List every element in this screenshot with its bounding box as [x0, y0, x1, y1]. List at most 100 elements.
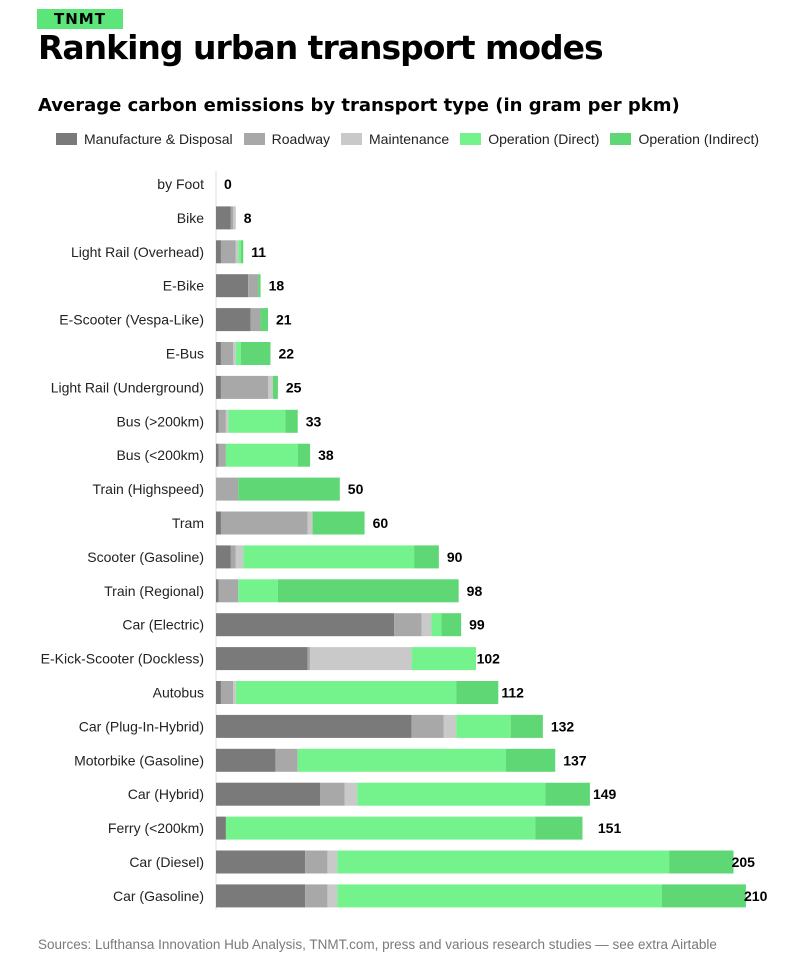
category-label: Light Rail (Overhead)	[71, 244, 204, 260]
value-label: 132	[551, 718, 575, 734]
bar-segment-manufacture-disposal	[216, 714, 412, 738]
value-label: 102	[477, 651, 501, 667]
legend-swatch-op-indirect	[610, 133, 632, 145]
value-label: 11	[251, 244, 266, 260]
bar-segment-manufacture-disposal	[216, 782, 320, 806]
bar-segment-operation-direct	[431, 613, 442, 637]
chart-title: Average carbon emissions by transport ty…	[38, 95, 680, 116]
bar-segment-operation-indirect	[272, 375, 278, 399]
bar-segment-operation-indirect	[240, 342, 271, 365]
bar-segment-manufacture-disposal	[216, 409, 219, 433]
value-label: 18	[269, 278, 285, 294]
legend-label-op-indirect: Operation (Indirect)	[638, 131, 760, 147]
bar-segment-roadway	[248, 274, 259, 298]
bar-segment-manufacture-disposal	[216, 511, 221, 535]
value-label: 149	[593, 786, 617, 802]
bar-segment-maintenance	[235, 545, 244, 569]
bar-segment-maintenance	[327, 884, 338, 908]
category-label: Car (Plug-In-Hybrid)	[79, 718, 204, 734]
bar-segment-operation-indirect	[669, 850, 734, 874]
bar-segment-manufacture-disposal	[216, 681, 221, 704]
category-label: Bus (>200km)	[116, 413, 204, 429]
bar-segment-operation-indirect	[441, 613, 462, 637]
bar-segment-roadway	[411, 714, 444, 738]
bar-segment-operation-indirect	[258, 274, 261, 298]
bar-segment-operation-indirect	[535, 816, 583, 840]
bar-segment-manufacture-disposal	[216, 647, 308, 671]
category-label: Car (Electric)	[122, 617, 204, 633]
bar-segment-roadway	[275, 748, 298, 772]
bar-segment-operation-indirect	[505, 748, 556, 772]
bar-segment-operation-direct	[456, 714, 511, 738]
bar-segment-roadway	[220, 681, 234, 704]
legend-item-roadway: Roadway	[243, 131, 330, 147]
category-label: Train (Regional)	[104, 583, 204, 599]
legend-item-op-direct: Operation (Direct)	[460, 131, 599, 147]
category-label: E-Bike	[163, 278, 204, 294]
bar-segment-maintenance	[421, 613, 432, 637]
bar-segment-manufacture-disposal	[216, 206, 231, 230]
bar-segment-roadway	[230, 206, 234, 230]
bar-segment-roadway	[218, 443, 226, 467]
bar-segment-roadway	[320, 782, 345, 806]
value-label: 25	[286, 379, 302, 395]
legend-swatch-maintenance	[341, 133, 363, 145]
category-label: Car (Gasoline)	[113, 888, 204, 904]
value-label: 205	[732, 854, 756, 870]
category-label: Car (Hybrid)	[128, 786, 204, 802]
value-label: 99	[469, 617, 485, 633]
bar-segment-operation-direct	[235, 681, 457, 704]
bar-segment-operation-indirect	[414, 545, 439, 569]
value-label: 38	[318, 447, 334, 463]
bar-segment-roadway	[394, 613, 422, 637]
legend-label-manufacture: Manufacture & Disposal	[84, 131, 233, 147]
bar-segment-maintenance	[225, 409, 229, 433]
value-label: 112	[501, 685, 524, 701]
category-label: E-Bus	[166, 346, 204, 362]
bar-segment-operation-direct	[225, 443, 298, 467]
bar-segment-maintenance	[233, 206, 236, 230]
bar-segment-operation-indirect	[456, 681, 499, 704]
bar-segment-roadway	[220, 375, 268, 399]
legend-label-maintenance: Maintenance	[369, 131, 450, 147]
bar-segment-manufacture-disposal	[216, 342, 221, 365]
value-label: 0	[224, 176, 232, 192]
bar-segment-operation-direct	[297, 748, 506, 772]
page-title: Ranking urban transport modes	[38, 28, 604, 67]
value-label: 8	[244, 210, 252, 226]
bar-segment-operation-indirect	[661, 884, 746, 908]
bar-segment-roadway	[216, 477, 239, 501]
bar-segment-manufacture-disposal	[216, 308, 251, 332]
legend-item-op-indirect: Operation (Indirect)	[610, 131, 759, 147]
bar-segment-roadway	[305, 850, 328, 874]
bar-segment-manufacture-disposal	[216, 748, 276, 772]
bar-segment-manufacture-disposal	[216, 274, 249, 298]
bar-segment-operation-direct	[411, 647, 476, 671]
bar-segment-operation-direct	[337, 884, 662, 908]
bar-segment-manufacture-disposal	[216, 850, 306, 874]
bar-segment-operation-direct	[337, 850, 670, 874]
bar-segment-roadway	[220, 240, 236, 264]
legend-item-maintenance: Maintenance	[341, 131, 449, 147]
legend-swatch-op-direct	[460, 133, 482, 145]
value-label: 33	[306, 413, 322, 429]
category-label: Motorbike (Gasoline)	[74, 752, 204, 768]
value-label: 50	[348, 481, 364, 497]
bar-segment-operation-indirect	[312, 511, 365, 535]
bar-segment-operation-direct	[243, 545, 415, 569]
category-label: Train (Highspeed)	[92, 481, 204, 497]
bar-segment-manufacture-disposal	[216, 613, 395, 637]
bar-segment-manufacture-disposal	[216, 545, 231, 569]
bar-segment-operation-indirect	[545, 782, 590, 806]
category-label: Autobus	[153, 685, 204, 701]
category-label: Tram	[172, 515, 204, 531]
brand-logo: TNMT	[37, 9, 123, 29]
bar-segment-roadway	[305, 884, 328, 908]
legend-swatch-roadway	[243, 133, 265, 145]
bar-segment-operation-direct	[357, 782, 546, 806]
bar-segment-maintenance	[344, 782, 358, 806]
bar-segment-operation-direct	[225, 816, 536, 840]
value-label: 137	[563, 752, 587, 768]
value-label: 21	[276, 312, 292, 328]
